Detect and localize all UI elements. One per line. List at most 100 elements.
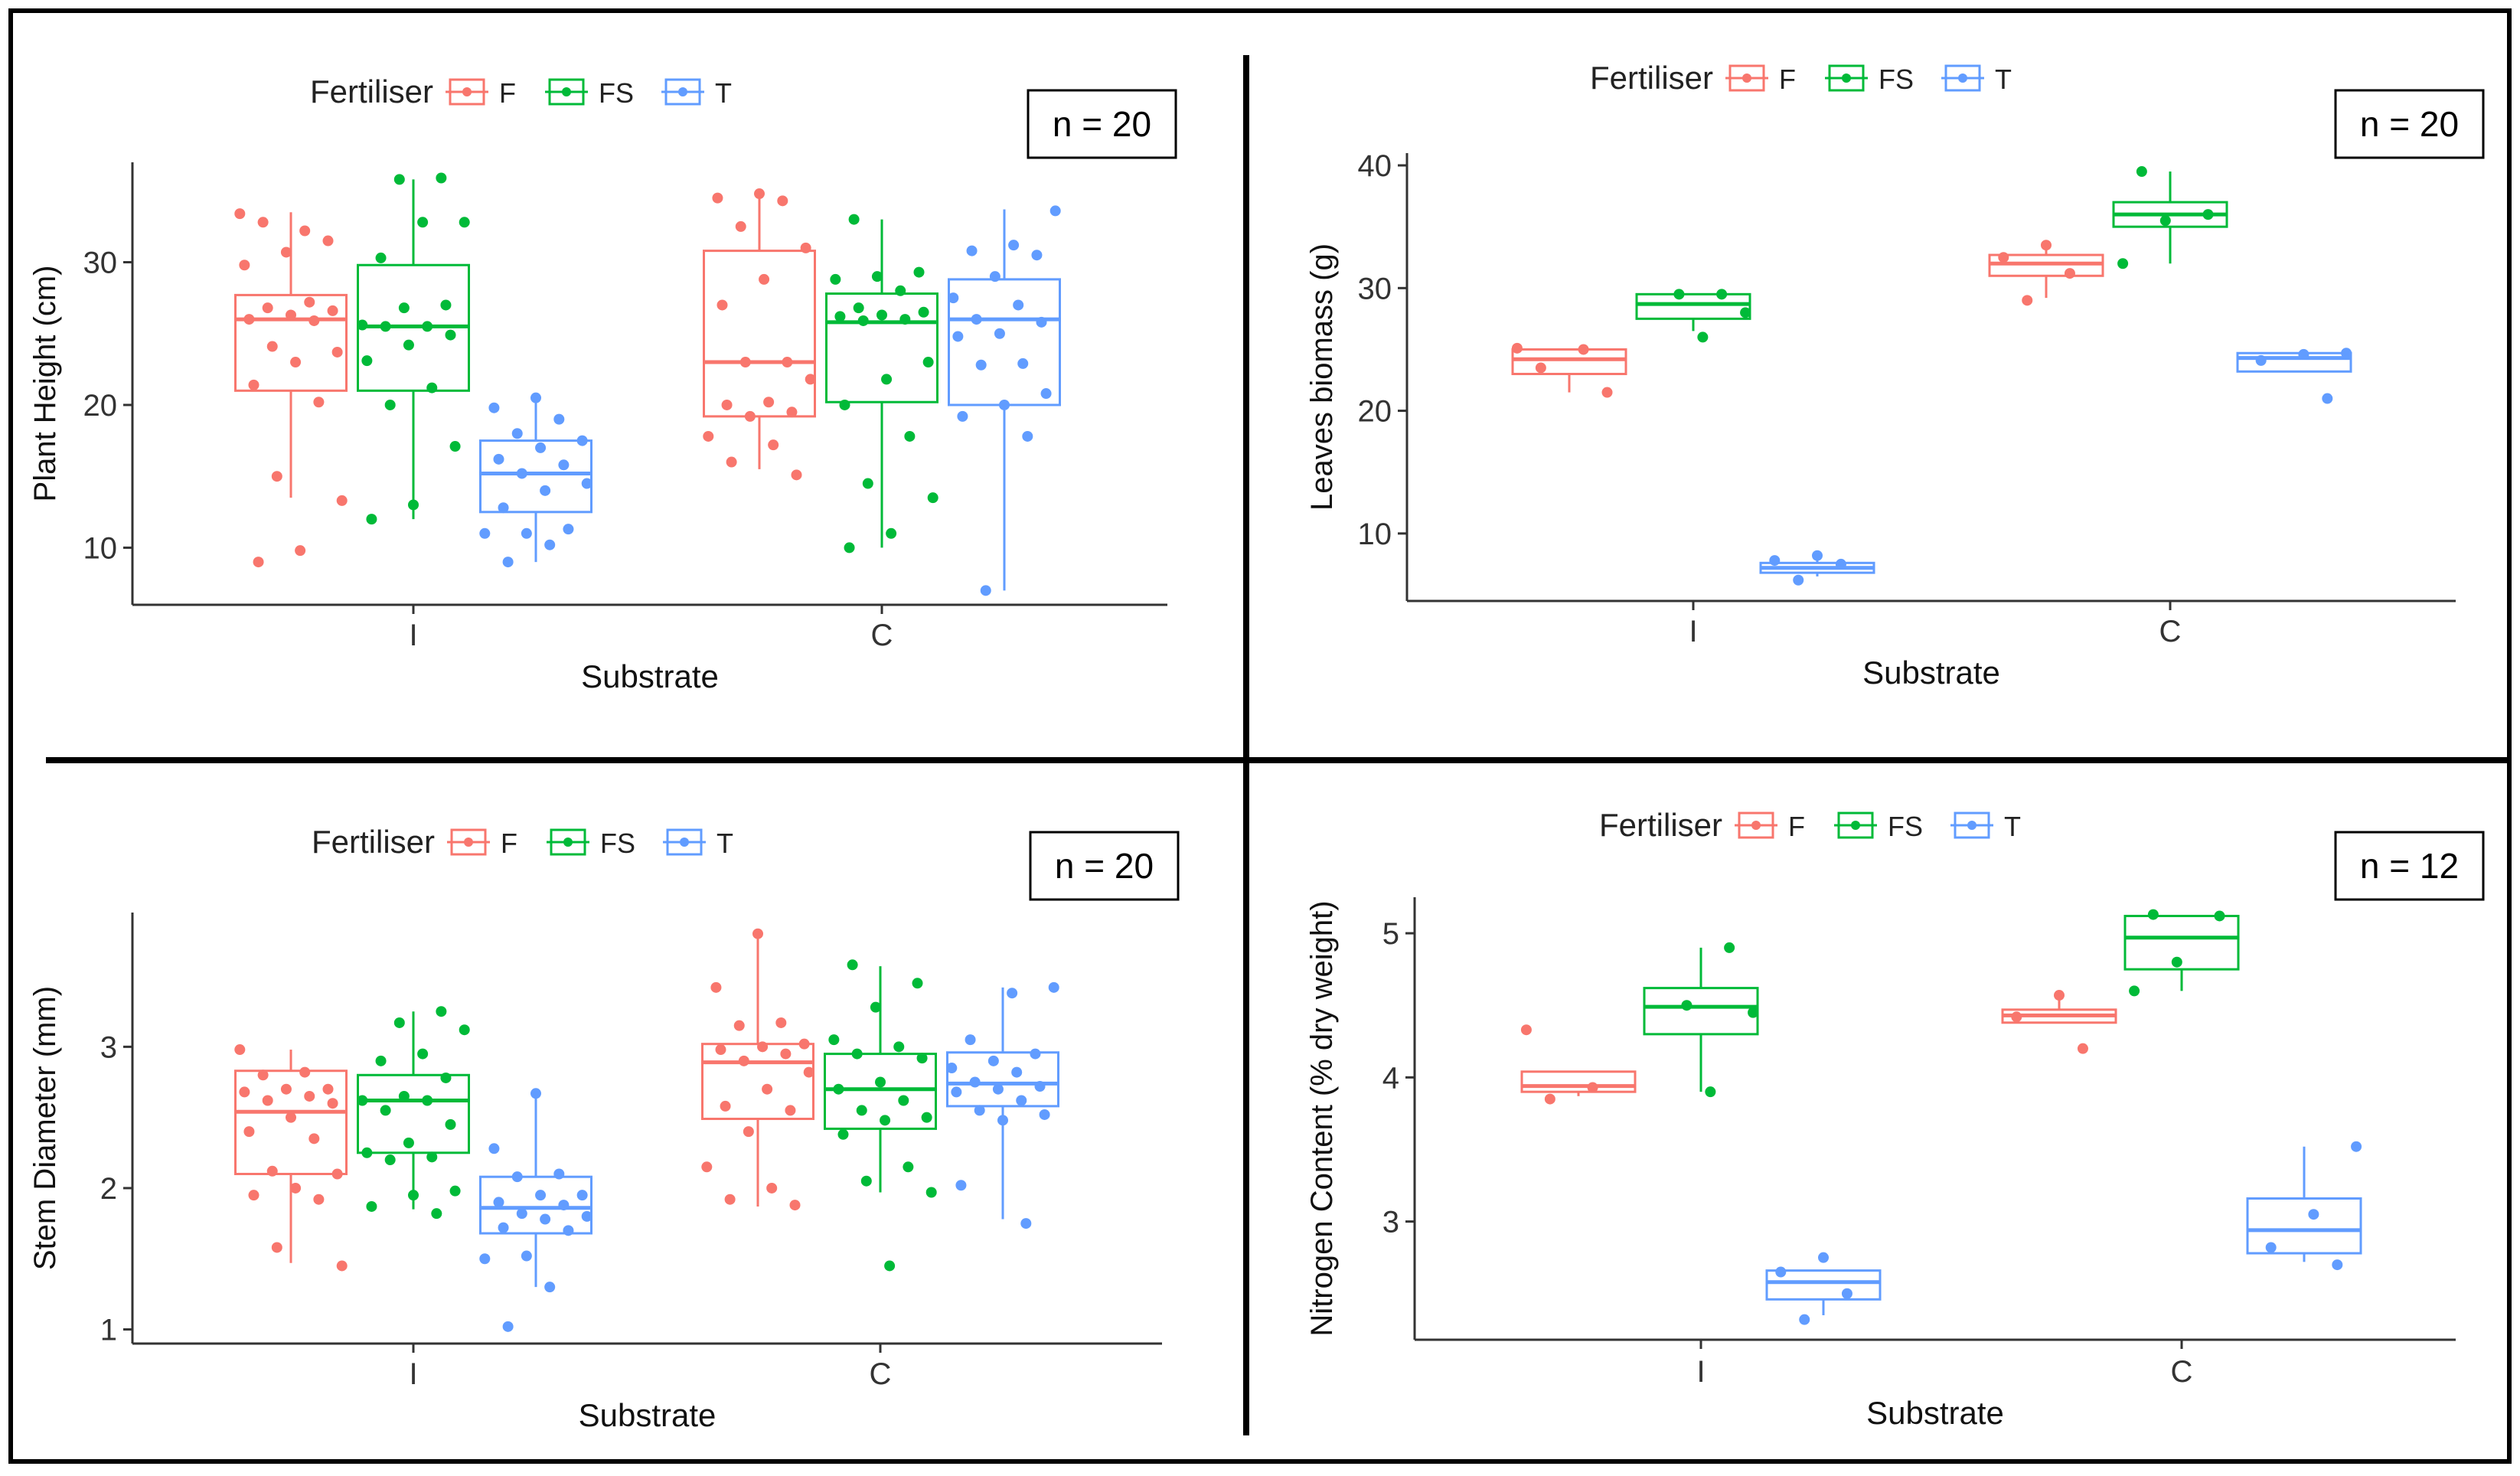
box-T <box>946 1051 1059 1108</box>
legend-key-dot-F <box>462 87 472 96</box>
data-point-F <box>280 247 292 258</box>
data-point-F <box>733 1020 745 1031</box>
y-axis-title: Plant Height (cm) <box>28 266 62 502</box>
data-point-T <box>989 271 1000 282</box>
x-tick-label: I <box>1689 615 1697 648</box>
legend-key-dot-F <box>1751 821 1761 830</box>
data-point-T <box>479 1253 491 1265</box>
data-point-FS <box>839 399 850 410</box>
data-point-F <box>313 1194 325 1205</box>
data-point-FS <box>426 1151 438 1163</box>
data-point-T <box>971 314 982 325</box>
data-point-FS <box>380 321 391 332</box>
data-point-T <box>1039 1109 1050 1120</box>
data-point-T <box>980 585 991 596</box>
data-point-T <box>957 410 968 422</box>
box-F <box>1520 1070 1637 1093</box>
data-point-FS <box>357 1095 368 1106</box>
data-point-T <box>535 442 547 453</box>
data-point-T <box>1016 1095 1027 1106</box>
data-point-FS <box>366 1200 377 1212</box>
data-point-T <box>951 1086 962 1098</box>
data-point-F <box>248 1190 260 1201</box>
data-point-F <box>710 981 722 993</box>
legend-label-F: F <box>499 77 516 109</box>
data-point-F <box>271 471 282 482</box>
data-point-F <box>2054 990 2065 1001</box>
panel-nitrogen-content: 3 4 5 I C Substrate Nitrogen Content (% dry we… <box>1305 807 2485 1431</box>
data-point-F <box>744 410 756 422</box>
data-point-FS <box>380 1105 391 1116</box>
data-point-F <box>271 1242 282 1253</box>
y-tick-label: 10 <box>1358 518 1392 551</box>
data-point-FS <box>834 311 846 322</box>
data-point-F <box>280 1083 292 1095</box>
data-point-F <box>295 545 306 557</box>
data-point-T <box>521 1250 532 1262</box>
data-point-F <box>327 1098 338 1109</box>
data-point-F <box>703 430 714 442</box>
data-point-T <box>511 428 523 439</box>
data-point-FS <box>1705 1086 1716 1098</box>
data-point-T <box>969 1076 981 1088</box>
data-point-FS <box>1716 289 1728 300</box>
data-point-FS <box>431 1208 442 1220</box>
data-point-FS <box>922 357 934 368</box>
data-point-F <box>739 357 751 368</box>
data-point-FS <box>403 339 414 351</box>
legend-label-T: T <box>717 828 733 859</box>
data-point-T <box>1031 250 1043 261</box>
data-point-FS <box>1724 942 1735 953</box>
legend-label-F: F <box>1788 811 1805 842</box>
data-point-FS <box>445 1118 456 1130</box>
data-point-FS <box>857 315 869 326</box>
data-point-T <box>558 459 570 471</box>
data-point-F <box>759 273 770 285</box>
box-T <box>2236 351 2352 373</box>
data-point-T <box>987 1055 999 1066</box>
data-point-F <box>805 374 816 385</box>
legend-label-T: T <box>715 77 732 109</box>
n-label-box <box>2334 831 2485 901</box>
data-point-FS <box>408 1190 419 1201</box>
data-point-FS <box>1697 331 1709 343</box>
data-point-FS <box>856 1105 867 1116</box>
data-point-FS <box>445 329 456 341</box>
data-point-F <box>2064 268 2075 279</box>
data-point-F <box>1601 387 1613 398</box>
data-point-T <box>498 1222 509 1233</box>
n-label-box <box>1027 89 1177 159</box>
data-point-T <box>511 1171 523 1183</box>
box-T <box>1765 1269 1882 1301</box>
data-point-F <box>791 469 802 481</box>
data-point-F <box>721 399 733 410</box>
data-point-F <box>720 1100 731 1112</box>
data-point-FS <box>2117 258 2129 269</box>
n-label-box <box>1029 831 1180 901</box>
y-tick-label: 40 <box>1358 149 1392 183</box>
data-point-F <box>234 208 246 220</box>
data-point-FS <box>417 217 429 228</box>
y-tick-label: 30 <box>83 247 118 280</box>
box-FS <box>1643 987 1759 1036</box>
legend-label-T: T <box>2004 811 2021 842</box>
box-T <box>2246 1197 2362 1255</box>
data-point-F <box>735 220 746 232</box>
data-point-F <box>715 1044 726 1056</box>
n-label-box <box>2334 89 2485 159</box>
data-point-T <box>479 527 491 539</box>
data-point-T <box>994 328 1005 339</box>
data-point-FS <box>828 1034 840 1046</box>
data-point-T <box>581 478 592 489</box>
x-tick-label: I <box>1696 1355 1705 1389</box>
x-axis-title: Substrate <box>579 1397 717 1433</box>
data-point-F <box>726 456 737 468</box>
data-point-T <box>1769 555 1781 567</box>
data-point-T <box>488 1143 500 1154</box>
data-point-F <box>1587 1082 1598 1093</box>
data-point-T <box>1841 1288 1852 1299</box>
data-point-F <box>754 188 765 200</box>
data-point-F <box>762 1083 773 1095</box>
data-point-F <box>322 1083 334 1095</box>
